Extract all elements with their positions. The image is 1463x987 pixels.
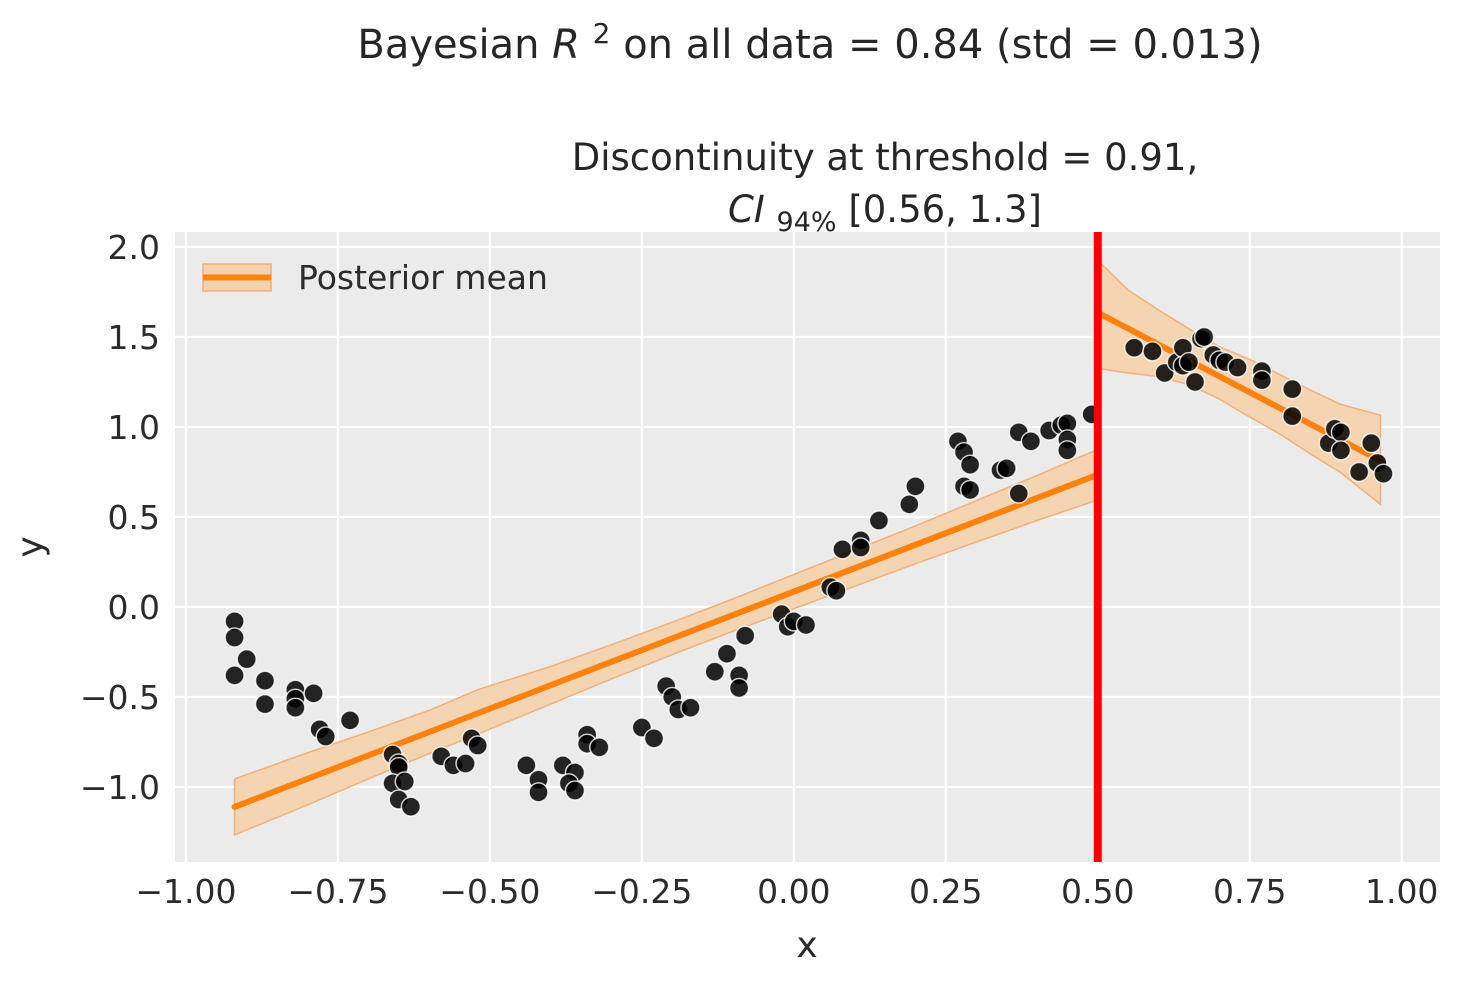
scatter-point (1193, 326, 1215, 348)
x-tick-label: −0.25 (591, 872, 692, 911)
y-tick-label: −1.0 (80, 768, 160, 807)
x-tick-label: −0.50 (439, 872, 540, 911)
scatter-point (339, 710, 361, 731)
y-axis-label: y (10, 536, 51, 557)
scatter-point (704, 661, 726, 682)
scatter-point (315, 726, 337, 747)
scatter-point (716, 643, 738, 664)
scatter-point (643, 728, 665, 749)
scatter-point (236, 648, 257, 670)
scatter-point (1020, 431, 1042, 452)
x-tick-label: 0.50 (1061, 872, 1134, 911)
scatter-point (1361, 432, 1382, 454)
scatter-point (832, 539, 853, 560)
scatter-point (564, 780, 586, 801)
scatter-point (728, 677, 750, 699)
suptitle-pre: Bayesian (357, 22, 552, 68)
ci-var: CI (728, 188, 765, 231)
scatter-point (400, 796, 422, 817)
y-tick-labels: 2.0 1.5 1.0 0.5 0.0 −0.5 −1.0 (80, 228, 160, 807)
ci-subscript: 94% (777, 207, 837, 238)
ci-interval: [0.56, 1.3] (848, 188, 1042, 231)
y-tick-label: 0.5 (108, 498, 160, 537)
suptitle-r: R (552, 22, 580, 68)
scatter-point (899, 494, 920, 515)
scatter-point (224, 665, 245, 686)
y-tick-label: 1.0 (108, 408, 160, 447)
x-tick-label: 0.25 (909, 872, 982, 911)
scatter-point (826, 580, 847, 601)
scatter-point (467, 735, 488, 756)
x-axis-label: x (796, 925, 817, 966)
axes-title-line2: CI 94% [0.56, 1.3] (728, 188, 1042, 240)
scatter-point (285, 697, 306, 718)
scatter-point (1348, 461, 1370, 483)
y-tick-label: −0.5 (80, 678, 160, 717)
scatter-point (868, 510, 890, 531)
scatter-point (528, 782, 549, 803)
scatter-point (394, 771, 416, 792)
y-tick-label: 0.0 (108, 588, 160, 627)
scatter-point (1330, 440, 1352, 461)
x-tick-label: 0.75 (1213, 872, 1286, 911)
scatter-points (224, 326, 1394, 817)
scatter-point (996, 458, 1017, 479)
scatter-point (1282, 378, 1303, 400)
legend-label: Posterior mean (298, 258, 548, 297)
axes-title-line1: Discontinuity at threshold = 0.91, (572, 136, 1198, 179)
x-tick-label: −0.75 (287, 872, 388, 911)
x-tick-labels: −1.00 −0.75 −0.50 −0.25 0.00 0.25 0.50 0.75 1.00 (135, 872, 1438, 911)
posterior-mean-left (231, 471, 1101, 810)
scatter-point (1123, 337, 1145, 358)
y-tick-label: 2.0 (108, 228, 160, 267)
scatter-point (516, 755, 537, 776)
scatter-point (1057, 440, 1078, 461)
scatter-point (1008, 483, 1029, 504)
scatter-point (959, 479, 981, 501)
scatter-point (1251, 369, 1273, 391)
scatter-point (734, 625, 756, 646)
suptitle: Bayesian R 2 on all data = 0.84 (std = 0… (357, 7, 1262, 68)
scatter-point (254, 693, 276, 715)
x-tick-label: 1.00 (1365, 872, 1438, 911)
legend: Posterior mean (202, 258, 548, 297)
scatter-point (455, 753, 476, 774)
scatter-point (1373, 463, 1394, 484)
scatter-point (850, 537, 871, 558)
suptitle-superscript: 2 (593, 17, 611, 50)
scatter-point (1282, 405, 1303, 427)
scatter-point (1178, 351, 1200, 373)
suptitle-post: on all data = 0.84 (std = 0.013) (623, 22, 1262, 68)
scatter-point (959, 454, 981, 475)
scatter-point (1330, 422, 1352, 443)
x-tick-label: 0.00 (757, 872, 830, 911)
x-tick-label: −1.00 (135, 872, 236, 911)
y-tick-label: 1.5 (108, 318, 160, 357)
scatter-point (303, 683, 324, 704)
scatter-point (1227, 357, 1248, 378)
scatter-point (254, 670, 276, 691)
scatter-point (1142, 341, 1163, 362)
scatter-point (1184, 371, 1206, 393)
scatter-point (224, 627, 245, 648)
scatter-point (905, 476, 926, 497)
scatter-point (795, 614, 817, 636)
scatter-point (680, 697, 701, 718)
scatter-point (589, 737, 610, 758)
